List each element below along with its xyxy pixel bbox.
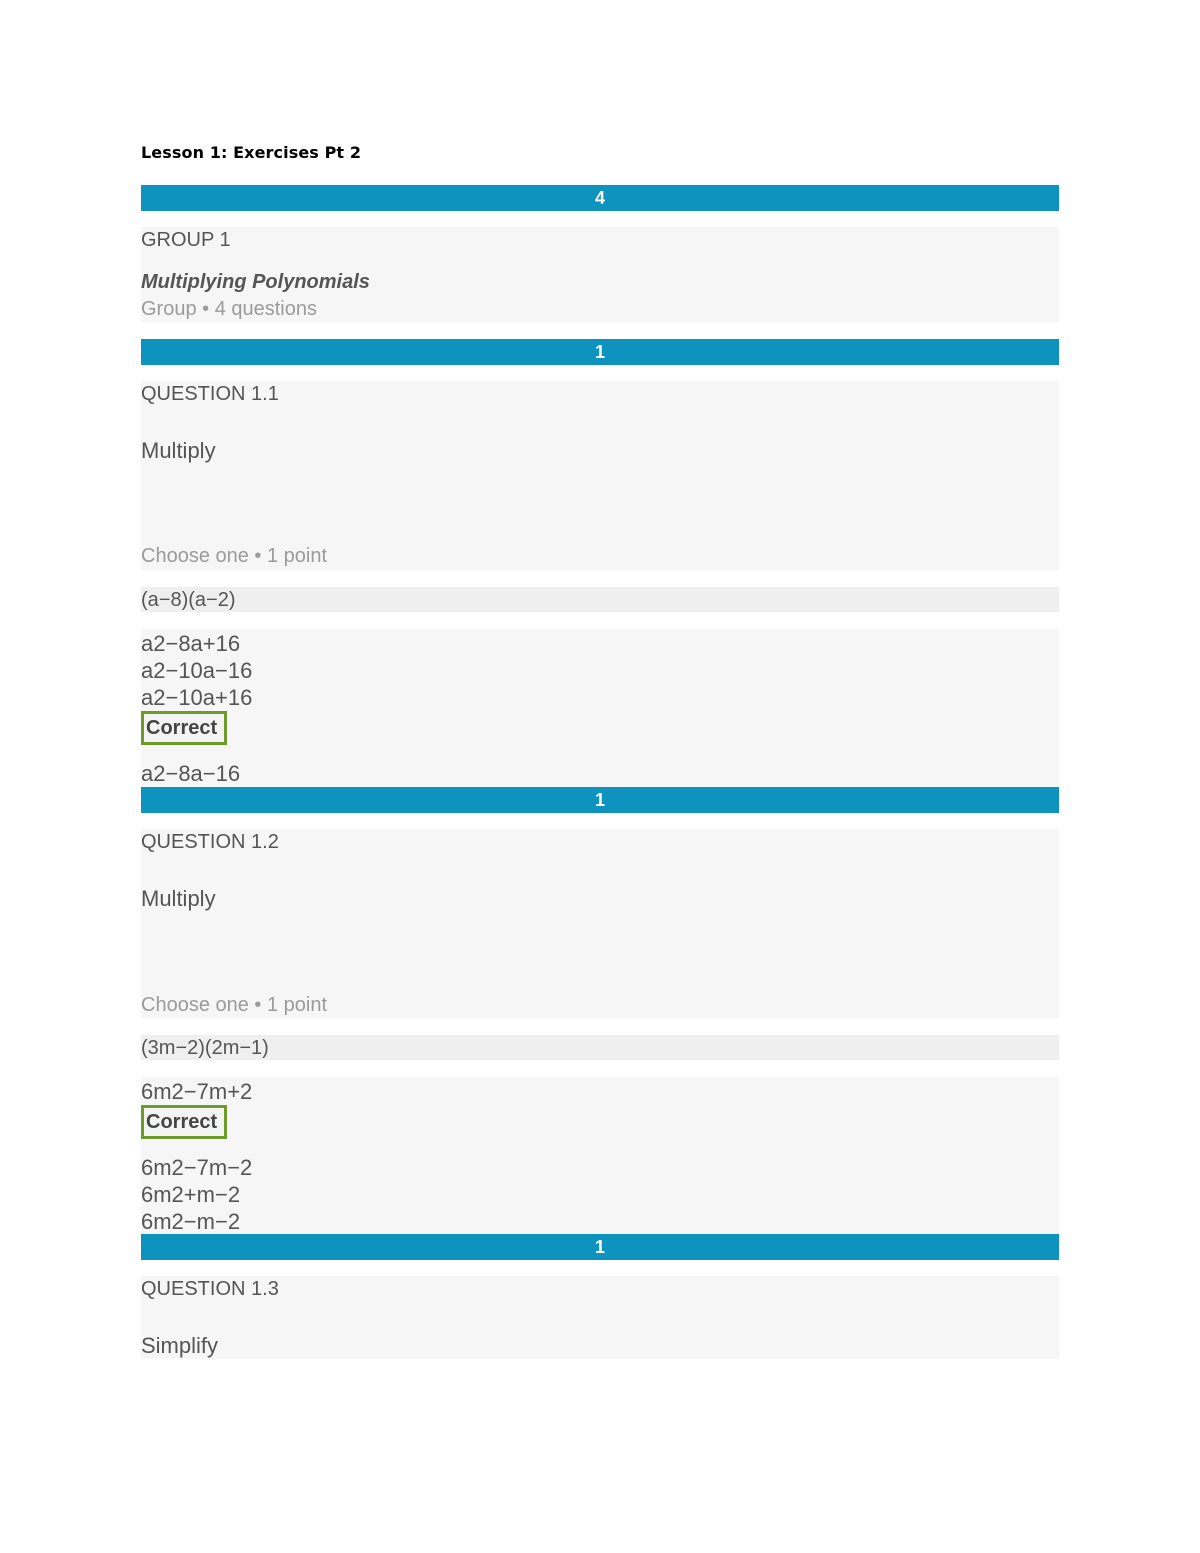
question-meta: Choose one • 1 point xyxy=(141,994,327,1017)
question-panel: QUESTION 1.3 Simplify xyxy=(141,1276,1059,1359)
answer-option[interactable]: 6m2−m−2 xyxy=(141,1209,240,1235)
answer-option[interactable]: a2−8a+16 xyxy=(141,631,240,657)
answer-option[interactable]: 6m2−7m+2 xyxy=(141,1079,252,1105)
answer-option[interactable]: 6m2−7m−2 xyxy=(141,1155,252,1181)
answer-option[interactable]: a2−10a+16 xyxy=(141,685,252,711)
question-panel: QUESTION 1.1 Multiply Choose one • 1 poi… xyxy=(141,381,1059,570)
question-expression: (a−8)(a−2) xyxy=(141,589,236,612)
answer-option[interactable]: a2−8a−16 xyxy=(141,761,240,787)
correct-badge: Correct xyxy=(141,1105,227,1139)
expression-strip: (a−8)(a−2) xyxy=(141,587,1059,612)
answer-options-panel: a2−8a+16 a2−10a−16 a2−10a+16 Correct a2−… xyxy=(141,629,1059,787)
question-label: QUESTION 1.3 xyxy=(141,1278,279,1301)
question-label: QUESTION 1.1 xyxy=(141,383,279,406)
group-meta: Group • 4 questions xyxy=(141,298,317,321)
question-points-bar: 1 xyxy=(141,787,1059,813)
group-panel: GROUP 1 Multiplying Polynomials Group • … xyxy=(141,227,1059,322)
group-points-bar: 4 xyxy=(141,185,1059,211)
document-title: Lesson 1: Exercises Pt 2 xyxy=(141,143,361,162)
question-expression: (3m−2)(2m−1) xyxy=(141,1037,269,1060)
question-prompt: Multiply xyxy=(141,886,216,912)
correct-badge: Correct xyxy=(141,711,227,745)
question-points-bar: 1 xyxy=(141,1234,1059,1260)
question-meta: Choose one • 1 point xyxy=(141,545,327,568)
question-prompt: Simplify xyxy=(141,1333,218,1359)
question-points-bar: 1 xyxy=(141,339,1059,365)
question-panel: QUESTION 1.2 Multiply Choose one • 1 poi… xyxy=(141,829,1059,1018)
question-label: QUESTION 1.2 xyxy=(141,831,279,854)
question-prompt: Multiply xyxy=(141,438,216,464)
answer-options-panel: 6m2−7m+2 Correct 6m2−7m−2 6m2+m−2 6m2−m−… xyxy=(141,1077,1059,1234)
group-name: Multiplying Polynomials xyxy=(141,271,370,294)
answer-option[interactable]: 6m2+m−2 xyxy=(141,1182,240,1208)
group-label: GROUP 1 xyxy=(141,229,231,252)
expression-strip: (3m−2)(2m−1) xyxy=(141,1035,1059,1060)
answer-option[interactable]: a2−10a−16 xyxy=(141,658,252,684)
